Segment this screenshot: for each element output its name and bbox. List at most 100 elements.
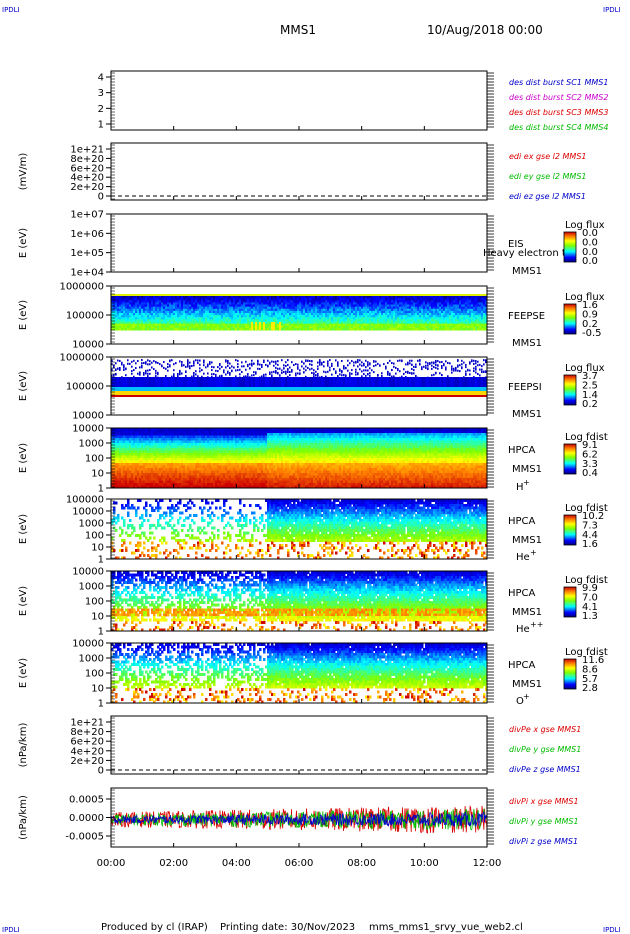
cell [271,296,274,299]
cell [233,306,236,310]
speckle [225,366,227,369]
cell [429,395,432,397]
y-tick-label: 1e+05 [70,248,104,259]
cell [155,308,158,312]
speckle [223,371,225,374]
cell [333,323,336,327]
cell [425,306,428,310]
cell [137,300,140,303]
cell [417,327,420,331]
cell [239,306,242,310]
cell [333,315,336,318]
cell [233,304,236,308]
cell [115,465,118,469]
cell [275,325,278,329]
cell [349,317,352,320]
cell [427,325,430,329]
cell [401,395,404,397]
cell [265,325,268,329]
cell [179,315,182,318]
cell [345,327,348,331]
cell [199,323,202,327]
cell [283,317,286,320]
cell [125,300,128,303]
cell [255,391,258,395]
cell [223,315,226,318]
cell [123,321,126,325]
cell [277,377,280,389]
cell [197,327,200,331]
speckle [385,365,387,368]
cell [301,325,304,329]
cell [245,313,248,316]
cell [141,395,144,397]
cell [311,395,314,397]
cell [395,310,398,314]
speckle [451,371,453,374]
speckle [263,375,265,378]
cell [225,387,228,391]
speckle [147,359,149,362]
cell [175,377,178,389]
cell [165,377,168,389]
cell [269,298,272,301]
speckle [383,363,385,366]
cell [295,300,298,303]
speckle [167,363,169,366]
speckle [199,367,201,370]
speckle [407,370,409,373]
cell [463,319,466,322]
speckle [211,375,213,378]
speckle [275,362,277,365]
cell [457,327,460,331]
cell [113,323,116,327]
cell [225,321,228,325]
cell [263,308,266,312]
cell [459,321,462,325]
cell [247,296,250,299]
cell [219,300,222,303]
cell [459,319,462,322]
cell [443,387,446,391]
cell [463,302,466,305]
cell [371,321,374,325]
cell [215,327,218,331]
speckle [461,359,463,362]
cell [243,315,246,318]
cell [225,306,228,310]
speckle [303,367,305,370]
cell [429,321,432,325]
right-minor-ticks [487,144,494,200]
cell [151,321,154,325]
cell [347,327,350,331]
cell [131,319,134,322]
cell [363,391,366,395]
cell [161,317,164,320]
cell [219,327,222,331]
speckle [155,375,157,378]
cell [115,445,118,449]
cell [381,310,384,314]
cell [479,304,482,308]
cell [475,321,478,325]
cell [193,310,196,314]
cell [389,391,392,395]
cell [261,395,264,397]
cell [163,391,166,395]
cell [401,377,404,389]
cell [161,300,164,303]
cell [267,313,270,316]
cell [367,387,370,391]
cell [349,300,352,303]
cell [331,321,334,325]
cell [289,313,292,316]
cell [455,306,458,310]
cell [333,391,336,395]
cell [403,302,406,305]
cell [411,325,414,329]
cell [443,298,446,301]
cell [117,391,120,395]
cell [217,296,220,299]
cell [423,315,426,318]
cell [359,321,362,325]
